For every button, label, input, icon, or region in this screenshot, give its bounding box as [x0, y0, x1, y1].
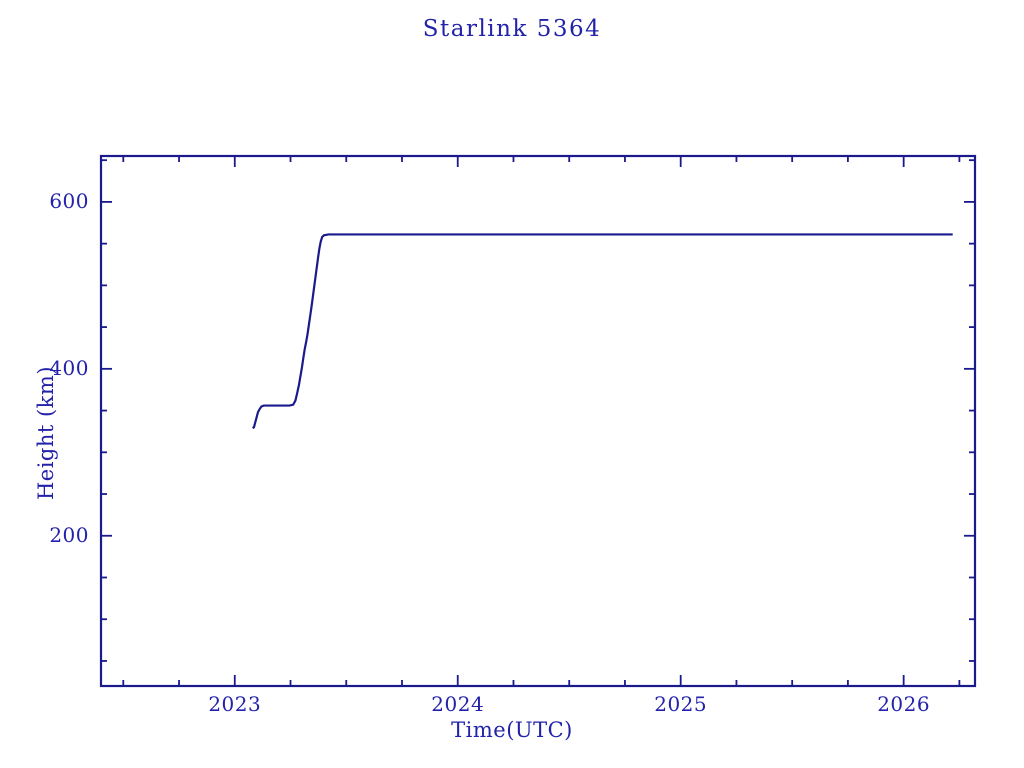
chart-title: Starlink 5364: [422, 16, 602, 42]
y-tick-label: 400: [49, 355, 89, 380]
x-tick-label: 2024: [431, 692, 485, 716]
y-tick-label: 600: [49, 188, 89, 213]
x-axis-label: Time(UTC): [451, 718, 573, 742]
plot-border: [99, 154, 977, 688]
x-tick-label: 2025: [654, 692, 708, 716]
axis-ticks: [101, 156, 975, 686]
x-tick-label: 2026: [877, 692, 931, 716]
y-tick-label: 200: [49, 522, 89, 547]
y-axis-label: Height (km): [34, 365, 58, 501]
data-line-0: [252, 233, 953, 430]
plot-frame: [99, 154, 977, 688]
x-tick-label: 2023: [208, 692, 262, 716]
data-line-group: [252, 233, 953, 430]
